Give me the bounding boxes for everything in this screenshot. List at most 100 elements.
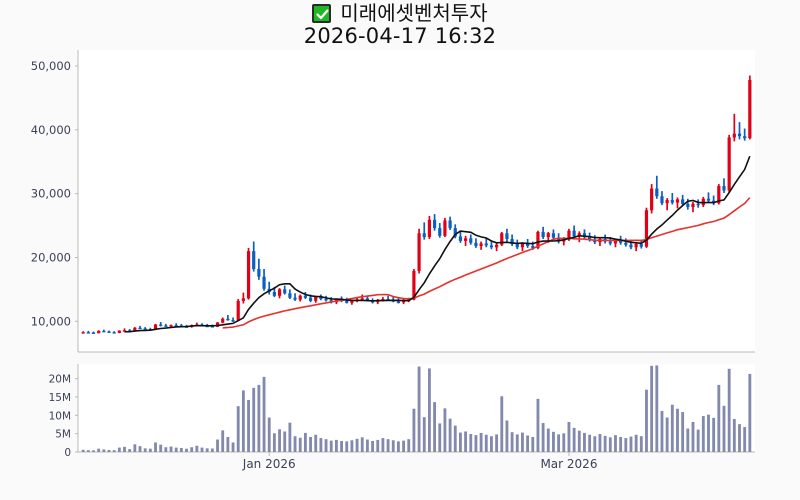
candle-body	[510, 238, 514, 245]
volume-bar	[117, 447, 121, 452]
volume-bar	[128, 449, 132, 452]
candle-body	[448, 220, 452, 229]
candle-body	[138, 327, 142, 330]
volume-bar	[469, 434, 473, 452]
candle-body	[634, 244, 638, 248]
candle-body	[655, 188, 659, 197]
volume-bar	[241, 390, 245, 452]
volume-bar	[479, 432, 483, 452]
volume-bar	[283, 431, 287, 452]
volume-bar	[355, 438, 359, 452]
chart-timestamp: 2026-04-17 16:32	[303, 24, 497, 48]
candle-body	[97, 330, 101, 334]
candle-body	[737, 133, 742, 137]
candle-body	[665, 200, 669, 204]
candle-body	[670, 200, 674, 203]
volume-bar	[169, 446, 173, 452]
volume-bar	[624, 438, 628, 452]
volume-bar	[102, 449, 106, 452]
candle-body	[613, 240, 618, 244]
volume-bar	[360, 437, 364, 452]
title-row: 미래에셋벤처투자	[312, 1, 488, 25]
volume-bar	[324, 439, 328, 452]
volume-bar	[391, 440, 395, 452]
candle-body	[401, 300, 406, 303]
volume-y-tick-label: 20M	[49, 374, 71, 386]
volume-bar	[179, 447, 183, 452]
volume-bar	[386, 439, 390, 452]
volume-bar	[577, 430, 581, 452]
volume-bar	[650, 365, 654, 452]
volume-bar	[722, 405, 726, 452]
candle-body	[484, 243, 488, 246]
volume-bar	[205, 448, 209, 452]
volume-bar	[376, 439, 380, 452]
volume-bar	[427, 368, 431, 452]
volume-bar	[262, 376, 266, 452]
candle-body	[308, 297, 313, 301]
volume-bar	[407, 439, 411, 452]
x-axis-ticks: Jan 2026 Mar 2026	[242, 452, 597, 471]
volume-bar	[598, 434, 602, 452]
candle-body	[624, 242, 628, 245]
volume-bar	[484, 434, 488, 452]
page-title: 미래에셋벤처투자	[340, 1, 488, 25]
volume-bar	[691, 421, 695, 452]
candle-body	[500, 233, 504, 245]
candle-body	[272, 291, 276, 296]
volume-bar	[738, 424, 741, 452]
candle-body	[226, 318, 230, 321]
candle-body	[262, 276, 266, 289]
candle-body	[107, 331, 111, 333]
ma-long-line	[222, 197, 751, 329]
candle-body	[727, 137, 731, 191]
volume-bar	[334, 439, 338, 452]
volume-bar	[267, 417, 271, 452]
candle-body	[427, 219, 432, 238]
candle-body	[324, 299, 328, 301]
candle-body	[86, 332, 90, 334]
candle-body	[551, 233, 556, 238]
volume-bar	[190, 447, 194, 452]
volume-bar	[86, 450, 90, 452]
volume-bar	[143, 448, 147, 452]
volume-bar	[562, 433, 566, 452]
candle-body	[117, 330, 121, 333]
volume-bar	[138, 446, 142, 452]
volume-bar	[345, 441, 349, 452]
volume-bar	[221, 430, 225, 452]
volume-bar	[717, 384, 721, 452]
volume-bar	[288, 422, 292, 452]
check-square-icon[interactable]	[312, 3, 332, 23]
candle-body	[277, 289, 282, 296]
candle-body	[412, 270, 416, 300]
volume-bar	[634, 434, 638, 452]
volume-bar	[536, 398, 540, 452]
candle-body	[474, 242, 478, 247]
candle-body	[81, 332, 85, 334]
volume-bar	[396, 441, 400, 452]
candle-body	[722, 185, 726, 191]
volume-bar	[681, 412, 685, 452]
candle-body	[629, 244, 633, 248]
volume-bar	[174, 447, 178, 452]
candle-body	[112, 332, 116, 334]
volume-bar-series	[81, 365, 752, 452]
volume-bar	[200, 447, 204, 452]
candle-body	[293, 297, 297, 300]
price-plot-background	[78, 50, 755, 352]
volume-bar	[402, 440, 406, 452]
candle-body	[252, 251, 256, 269]
price-y-tick-label: 30,000	[31, 187, 71, 201]
volume-bar	[712, 417, 716, 452]
volume-bar	[216, 439, 219, 452]
candle-body	[396, 301, 401, 303]
volume-bar	[588, 434, 592, 452]
candle-body	[381, 299, 385, 301]
volume-bar	[148, 448, 152, 452]
volume-bar	[433, 402, 437, 452]
candle-body	[577, 233, 581, 237]
price-y-tick-label: 20,000	[31, 251, 71, 265]
